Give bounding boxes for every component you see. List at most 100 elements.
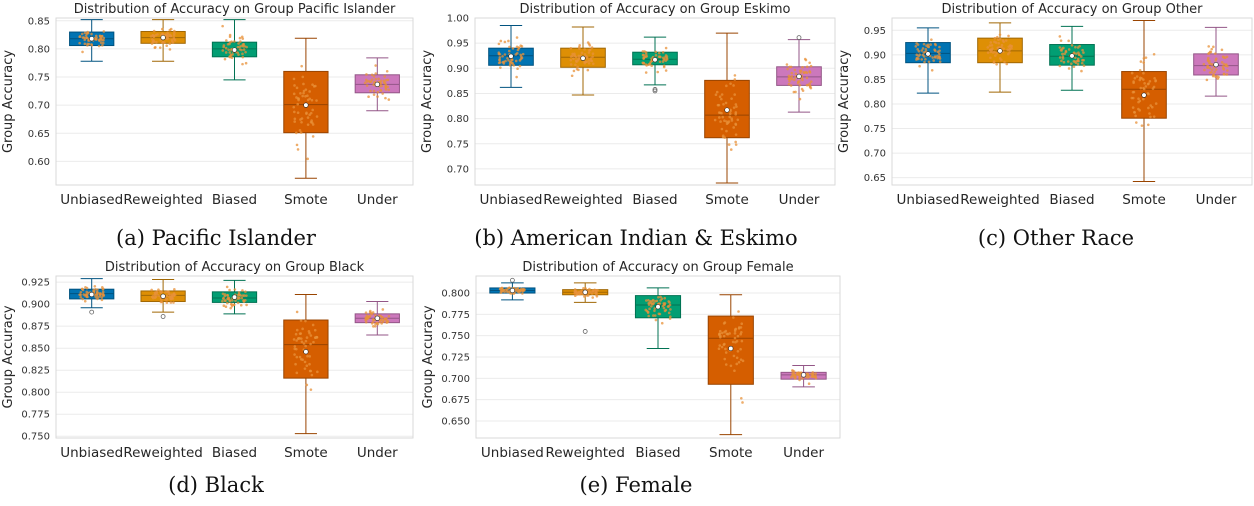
jitter-point [295, 143, 299, 147]
jitter-point [520, 56, 524, 60]
jitter-point [923, 60, 926, 64]
jitter-point [917, 49, 921, 53]
jitter-point [244, 50, 247, 54]
mean-marker [160, 35, 166, 41]
jitter-point [306, 354, 309, 358]
jitter-point [315, 99, 318, 102]
jitter-point [168, 48, 172, 51]
jitter-point [644, 308, 648, 312]
jitter-point [1058, 46, 1062, 49]
x-tick-label: Reweighted [960, 192, 1039, 208]
jitter-point [499, 289, 503, 293]
jitter-point [997, 38, 1000, 41]
x-tick-label: Biased [1049, 192, 1094, 208]
jitter-point [372, 89, 376, 93]
jitter-point [804, 58, 808, 62]
x-tick-label: Unbiased [60, 192, 123, 208]
jitter-point [1074, 45, 1077, 49]
jitter-point [231, 299, 234, 302]
jitter-point [381, 319, 384, 322]
jitter-point [650, 305, 653, 308]
jitter-point [650, 57, 653, 61]
jitter-point [300, 340, 304, 344]
jitter-point [583, 60, 586, 64]
jitter-point [153, 296, 157, 300]
jitter-point [730, 97, 733, 100]
y-tick-label: 0.70 [28, 101, 50, 112]
jitter-point [930, 38, 933, 41]
jitter-point [1146, 92, 1150, 95]
jitter-point [1202, 62, 1206, 66]
jitter-point [668, 317, 672, 320]
chart-title: Distribution of Accuracy on Group Eskimo [520, 2, 791, 17]
mean-marker [1213, 62, 1219, 68]
jitter-point [1075, 52, 1078, 55]
jitter-point [1131, 96, 1135, 100]
jitter-point [295, 371, 299, 375]
jitter-point [150, 42, 154, 45]
jitter-point [989, 56, 992, 60]
jitter-point [1152, 115, 1156, 118]
jitter-point [292, 92, 296, 96]
jitter-point [222, 304, 226, 308]
jitter-point [223, 294, 227, 298]
jitter-point [583, 48, 586, 51]
jitter-point [993, 40, 996, 44]
jitter-point [658, 60, 662, 64]
jitter-point [245, 294, 248, 297]
jitter-point [809, 80, 813, 83]
jitter-point [583, 295, 586, 298]
jitter-point [574, 290, 577, 293]
jitter-point [796, 82, 800, 85]
jitter-point [150, 288, 153, 292]
jitter-point [736, 349, 740, 353]
jitter-point [917, 57, 920, 61]
jitter-point [1003, 60, 1006, 64]
jitter-point [240, 35, 244, 39]
jitter-point [736, 334, 740, 338]
chart-panel-4: Distribution of Accuracy on Group Female… [421, 260, 841, 461]
jitter-point [311, 108, 314, 112]
jitter-point [576, 291, 580, 295]
jitter-point [238, 36, 242, 40]
jitter-point [1002, 40, 1005, 44]
jitter-point [224, 305, 228, 309]
jitter-point [502, 62, 506, 65]
jitter-point [1061, 55, 1065, 59]
jitter-point [364, 320, 368, 324]
jitter-point [725, 129, 728, 133]
jitter-point [310, 373, 314, 377]
jitter-point [1006, 48, 1009, 52]
jitter-point [172, 292, 176, 295]
mean-marker [231, 47, 238, 53]
caption-d: (d) Black [168, 473, 264, 497]
jitter-point [654, 50, 658, 54]
jitter-point [1058, 56, 1062, 59]
y-tick-label: 0.800 [441, 289, 470, 300]
jitter-point [296, 102, 300, 106]
jitter-point [727, 143, 731, 146]
x-tick-label: Smote [284, 445, 328, 461]
jitter-point [226, 301, 229, 305]
x-tick-label: Smote [709, 445, 753, 461]
jitter-point [504, 288, 508, 291]
jitter-point [295, 339, 298, 342]
jitter-point [1132, 90, 1136, 94]
jitter-point [510, 58, 514, 62]
jitter-point [374, 64, 377, 67]
jitter-point [915, 53, 919, 57]
jitter-point [724, 101, 728, 105]
jitter-point [369, 80, 373, 83]
jitter-point [1152, 52, 1156, 56]
jitter-point [1144, 56, 1148, 59]
jitter-point [497, 42, 501, 46]
jitter-point [1137, 100, 1140, 104]
jitter-point [1133, 76, 1137, 80]
jitter-point [805, 65, 809, 69]
jitter-point [662, 306, 666, 310]
jitter-point [572, 57, 575, 60]
jitter-point [658, 312, 662, 316]
jitter-point [1064, 49, 1068, 53]
y-tick-label: 0.750 [441, 331, 470, 342]
jitter-point [503, 53, 507, 56]
